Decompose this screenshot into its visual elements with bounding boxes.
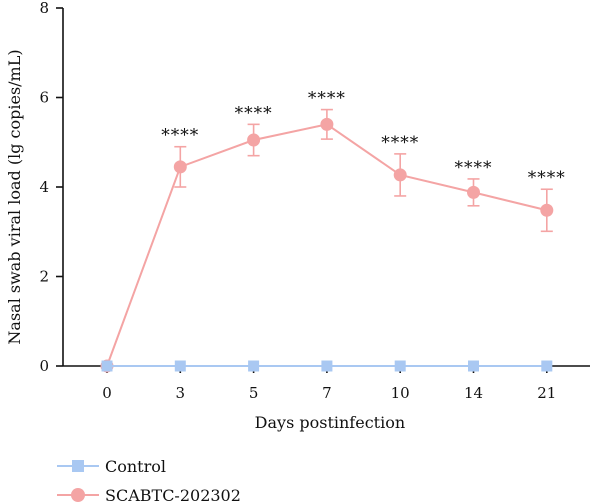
series-control xyxy=(101,360,553,372)
x-tick-label: 3 xyxy=(176,384,186,402)
data-point xyxy=(393,168,407,182)
x-axis-title: Days postinfection xyxy=(255,413,405,432)
data-point xyxy=(468,360,479,372)
significance-label: **** xyxy=(161,126,199,146)
data-point xyxy=(101,360,113,372)
legend-label: SCABTC-202302 xyxy=(105,486,241,502)
x-tick-label: 21 xyxy=(537,384,556,402)
data-point xyxy=(467,185,480,199)
data-point xyxy=(394,360,406,372)
data-point xyxy=(173,160,187,174)
axes xyxy=(62,8,590,367)
y-axis-title: Nasal swab viral load (lg copies/mL) xyxy=(5,49,24,344)
x-tick-label: 14 xyxy=(464,384,483,402)
data-point xyxy=(174,360,186,372)
y-tick-label: 8 xyxy=(39,0,49,17)
y-tick-label: 6 xyxy=(39,89,49,107)
legend-marker xyxy=(72,460,84,472)
y-ticks: 0 2 4 6 8 xyxy=(39,0,63,375)
significance-label: **** xyxy=(455,158,493,178)
significance-label: **** xyxy=(528,168,566,188)
significance-annotations: **** **** **** **** **** **** xyxy=(161,89,566,189)
significance-label: **** xyxy=(308,89,346,109)
y-tick-label: 2 xyxy=(39,268,49,286)
data-point xyxy=(248,360,260,372)
legend-label: Control xyxy=(105,457,166,476)
y-tick-label: 4 xyxy=(39,178,49,196)
significance-label: **** xyxy=(381,133,419,153)
legend-marker xyxy=(71,488,85,502)
y-tick-label: 0 xyxy=(39,357,49,375)
x-tick-label: 10 xyxy=(391,384,410,402)
legend: Control SCABTC-202302 xyxy=(57,457,241,502)
x-tick-label: 7 xyxy=(322,384,332,402)
legend-item: SCABTC-202302 xyxy=(57,486,241,502)
x-tick-label: 0 xyxy=(102,384,112,402)
data-point xyxy=(540,203,554,217)
series-layer xyxy=(100,108,554,373)
x-tick-label: 5 xyxy=(249,384,259,402)
data-point xyxy=(247,133,261,147)
series-scabtc-202302 xyxy=(100,108,554,373)
legend-item: Control xyxy=(57,457,166,476)
data-point xyxy=(320,117,334,131)
data-point xyxy=(321,360,333,372)
significance-label: **** xyxy=(235,103,273,123)
data-point xyxy=(541,360,553,372)
